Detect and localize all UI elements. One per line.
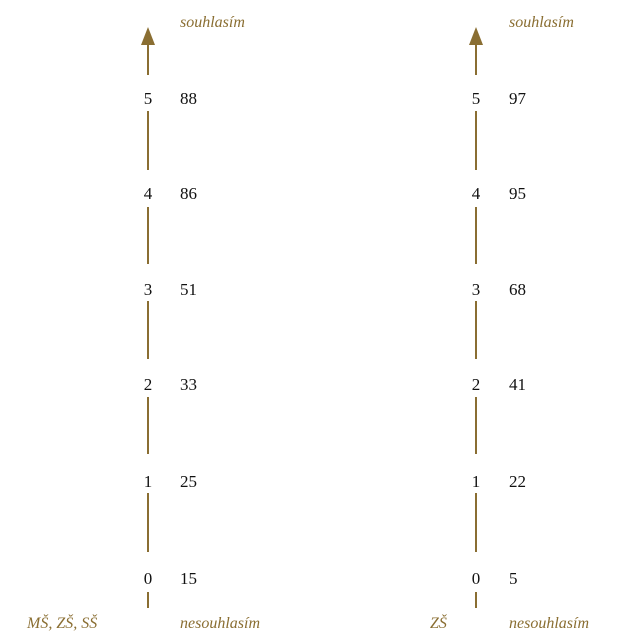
axis-segment (475, 301, 477, 359)
axis-segment (475, 111, 477, 170)
level-number: 4 (471, 184, 481, 203)
top-label: souhlasím (180, 14, 245, 31)
level-number: 0 (471, 569, 481, 588)
level-value: 33 (180, 375, 197, 394)
bottom-label: nesouhlasím (509, 615, 589, 632)
level-number: 2 (143, 375, 153, 394)
level-value: 68 (509, 280, 526, 299)
axis-segment (147, 493, 149, 552)
bottom-label: nesouhlasím (180, 615, 260, 632)
level-value: 41 (509, 375, 526, 394)
group-label: ZŠ (430, 615, 447, 632)
level-number: 0 (143, 569, 153, 588)
level-value: 97 (509, 89, 526, 108)
axis-segment (475, 207, 477, 264)
level-number: 5 (143, 89, 153, 108)
axis-segment (475, 397, 477, 454)
group-label: MŠ, ZŠ, SŠ (27, 615, 98, 632)
axis-segment (147, 301, 149, 359)
top-label: souhlasím (509, 14, 574, 31)
level-value: 86 (180, 184, 197, 203)
level-value: 51 (180, 280, 197, 299)
axis-segment (475, 45, 477, 75)
level-number: 5 (471, 89, 481, 108)
level-value: 88 (180, 89, 197, 108)
axis-segment (147, 111, 149, 170)
level-value: 15 (180, 569, 197, 588)
axis-segment (147, 45, 149, 75)
level-number: 4 (143, 184, 153, 203)
axis-segment (475, 493, 477, 552)
axis-segment (475, 592, 477, 608)
level-number: 1 (143, 472, 153, 491)
level-value: 22 (509, 472, 526, 491)
level-number: 3 (471, 280, 481, 299)
level-value: 95 (509, 184, 526, 203)
level-number: 3 (143, 280, 153, 299)
level-value: 5 (509, 569, 518, 588)
level-number: 1 (471, 472, 481, 491)
arrow-up-icon (141, 27, 155, 45)
axis-segment (147, 207, 149, 264)
level-number: 2 (471, 375, 481, 394)
axis-segment (147, 592, 149, 608)
axis-segment (147, 397, 149, 454)
arrow-up-icon (469, 27, 483, 45)
level-value: 25 (180, 472, 197, 491)
